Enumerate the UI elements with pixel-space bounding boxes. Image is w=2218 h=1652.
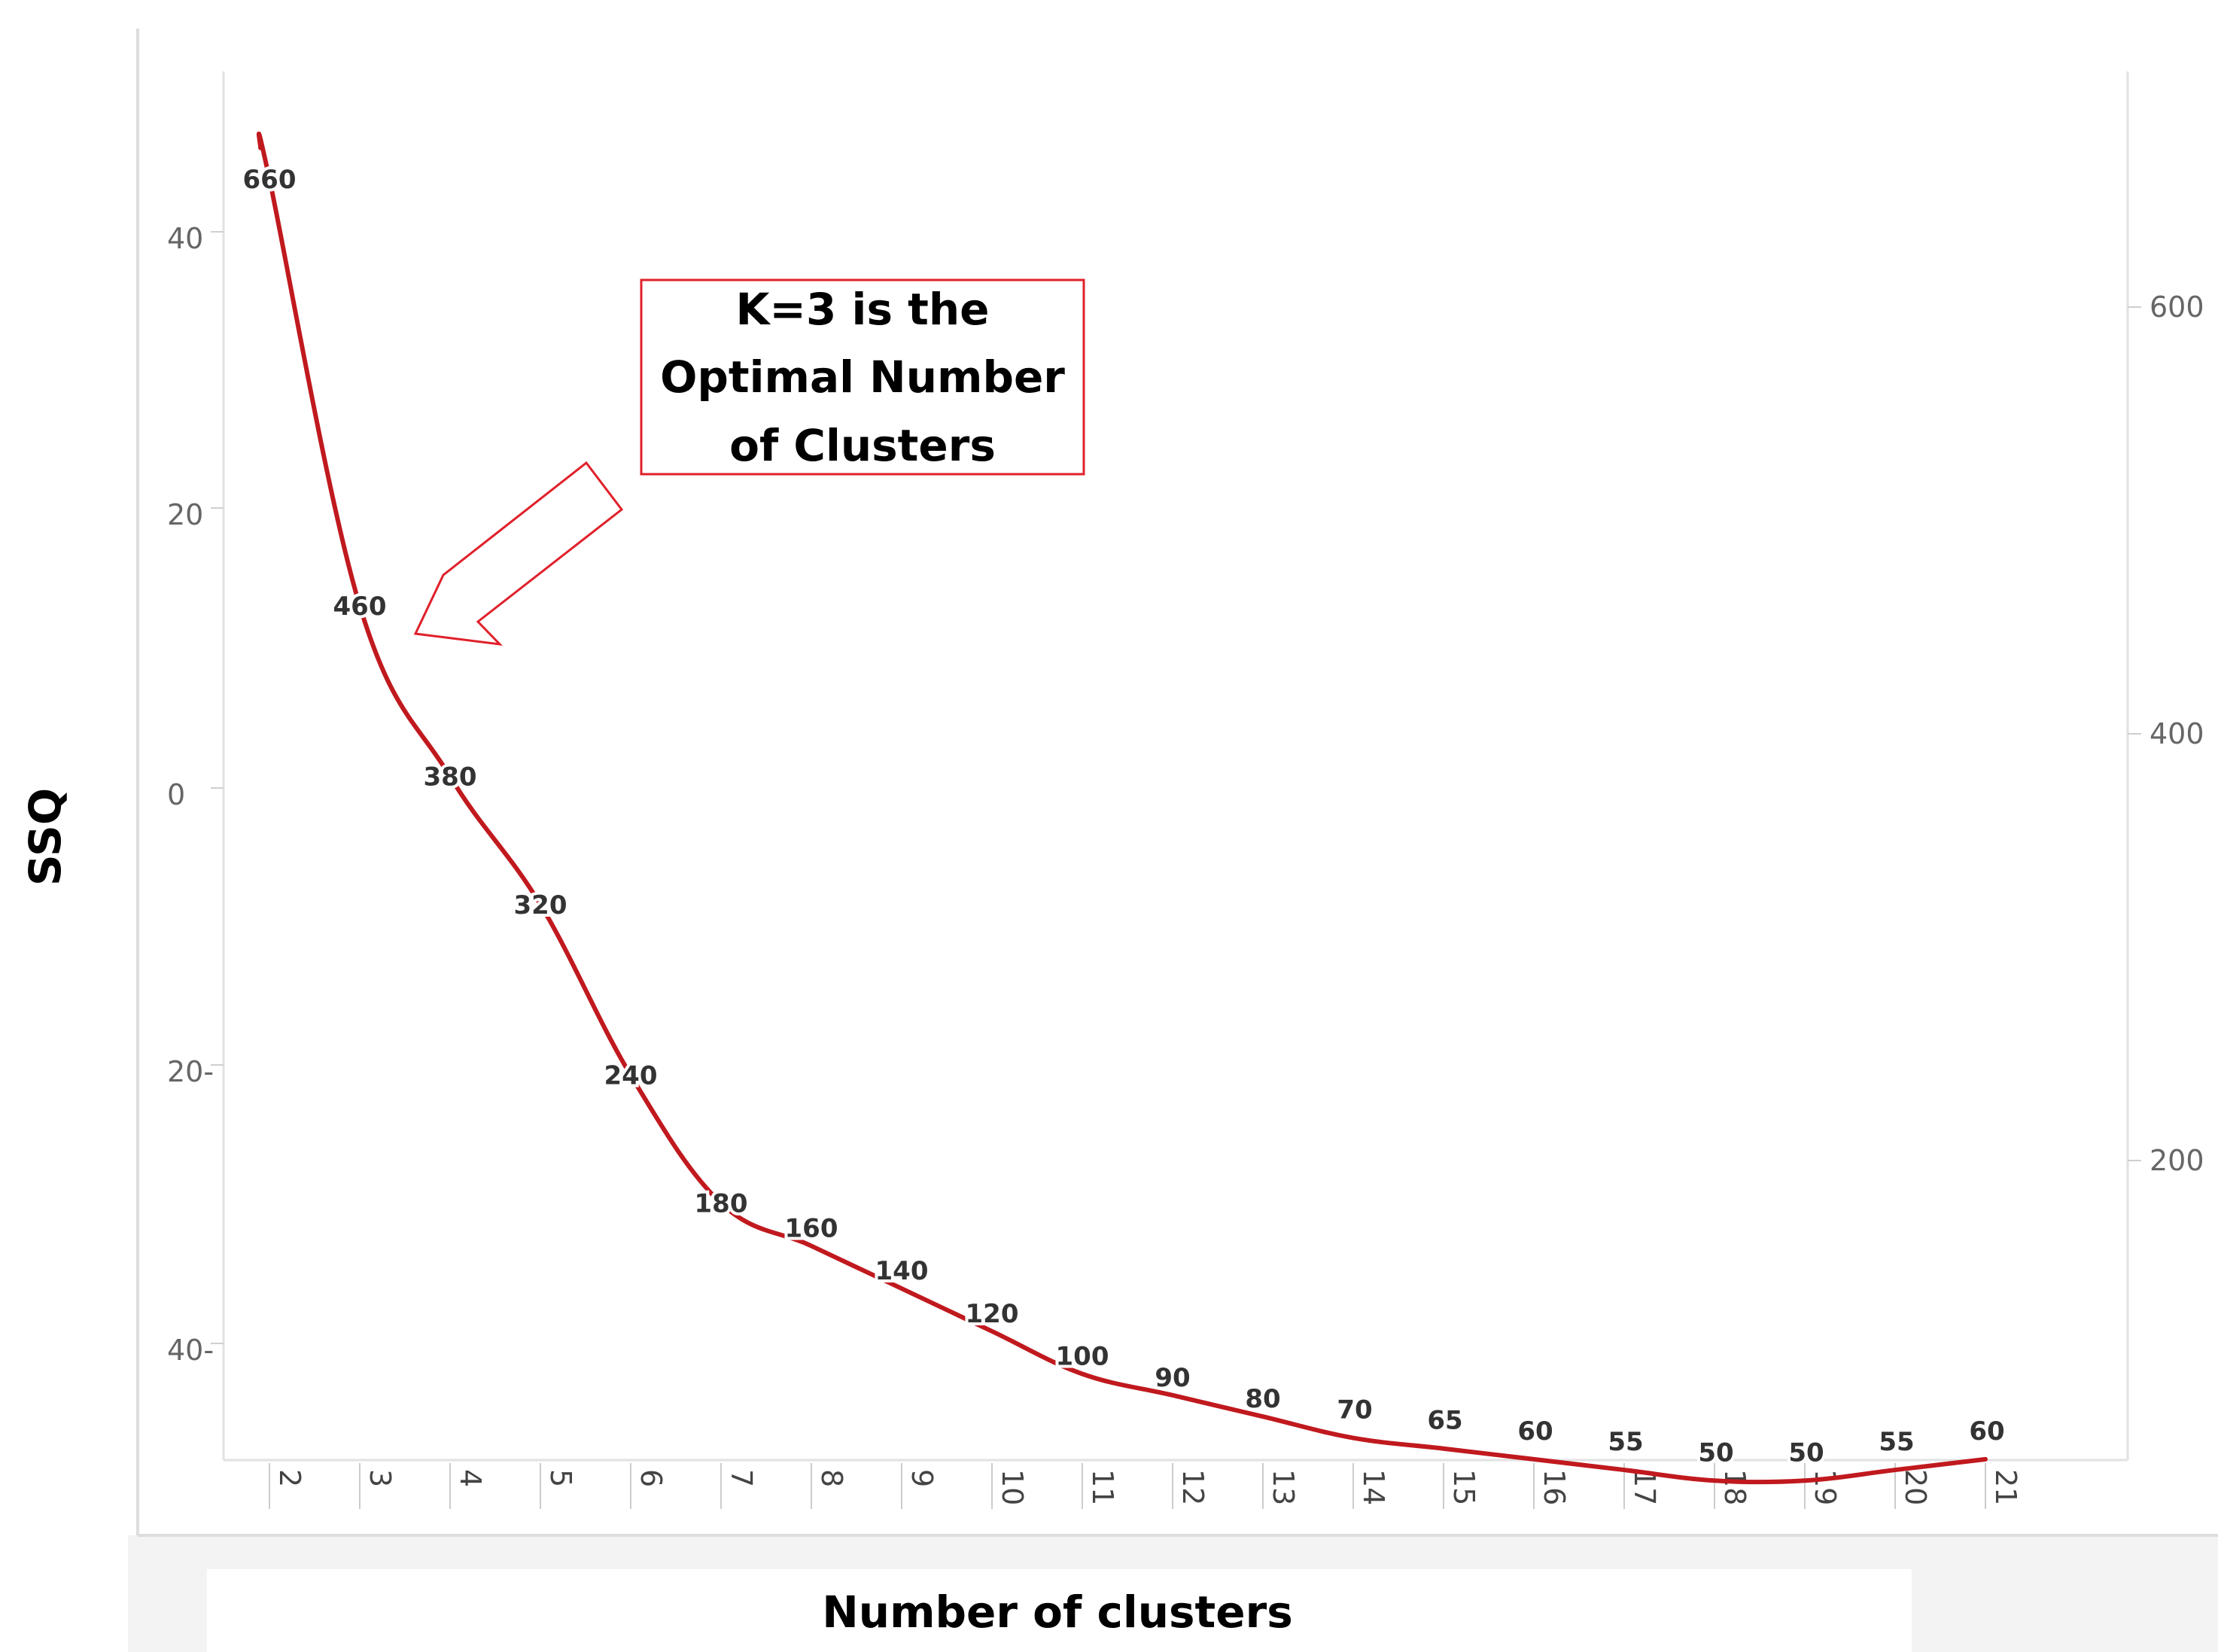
callout-line-3: of Clusters [729, 420, 996, 471]
x-tick-label: 2 [273, 1469, 306, 1487]
x-tick-label: 19 [1809, 1469, 1842, 1505]
x-tick-label: 6 [634, 1469, 668, 1487]
x-tick-label: 4 [454, 1469, 487, 1487]
x-tick-label: 5 [544, 1469, 577, 1487]
data-label: 320 [514, 890, 567, 920]
data-label: 180 [695, 1189, 748, 1219]
plot-frame [128, 29, 2218, 1652]
right-tick-label: 200 [2150, 1144, 2204, 1177]
data-label: 60 [1517, 1416, 1553, 1447]
x-tick-label: 10 [996, 1469, 1029, 1505]
data-label: 60 [1969, 1416, 2004, 1447]
x-tick-label: 13 [1267, 1469, 1300, 1505]
left-tick-label: 20 [167, 498, 203, 531]
x-tick-label: 20 [1899, 1469, 1932, 1505]
data-label: 140 [875, 1256, 929, 1286]
y-axis-title: SSQ [20, 788, 71, 886]
right-tick-label: 600 [2150, 291, 2204, 324]
x-axis-title: Number of clusters [822, 1587, 1292, 1638]
annotation-callout: K=3 is the Optimal Number of Clusters [413, 278, 1085, 647]
callout-line-1: K=3 is the [735, 284, 989, 335]
x-tick-label: 14 [1357, 1469, 1390, 1505]
x-tick-label: 21 [1989, 1469, 2022, 1505]
data-label: 70 [1337, 1395, 1372, 1425]
x-tick-label: 18 [1718, 1469, 1751, 1505]
data-label: 100 [1056, 1342, 1109, 1372]
x-tick-label: 12 [1176, 1469, 1209, 1505]
x-tick-label: 3 [364, 1469, 397, 1487]
data-label: 50 [1698, 1438, 1733, 1468]
data-label: 460 [333, 592, 387, 622]
data-label: 240 [604, 1061, 658, 1091]
data-label: 380 [424, 762, 477, 793]
left-tick-label: 20- [167, 1055, 214, 1088]
data-label: 660 [243, 165, 297, 195]
left-axis-ticks: 40 20 0 20- 40- [167, 222, 224, 1367]
left-tick-label: 0 [167, 778, 185, 811]
callout-arrow [413, 461, 624, 647]
x-axis-ticks: 2 3 4 5 6 7 8 9 10 11 12 13 14 15 16 17 18 19 20 21 [269, 1463, 2022, 1509]
data-label: 50 [1788, 1438, 1824, 1468]
data-label: 55 [1879, 1427, 1914, 1457]
left-tick-label: 40 [167, 222, 203, 255]
x-tick-label: 9 [905, 1469, 939, 1487]
left-tick-label: 40- [167, 1334, 214, 1367]
data-label: 160 [785, 1213, 838, 1243]
data-label: 65 [1427, 1406, 1462, 1436]
x-tick-label: 15 [1447, 1469, 1480, 1505]
x-tick-label: 7 [725, 1469, 758, 1487]
data-label: 120 [966, 1299, 1019, 1329]
series-line-group [256, 131, 1988, 1485]
data-label: 80 [1245, 1384, 1280, 1414]
callout-box [640, 278, 1085, 476]
x-tick-label: 11 [1086, 1469, 1119, 1505]
right-axis-ticks: 200 400 600 [2128, 291, 2204, 1177]
right-tick-label: 400 [2150, 717, 2204, 750]
data-label: 55 [1608, 1427, 1643, 1457]
xlabel-backdrop [207, 1569, 1912, 1652]
series-line [256, 131, 1988, 1485]
callout-line-2: Optimal Number [660, 351, 1065, 403]
x-tick-label: 16 [1538, 1469, 1571, 1505]
data-labels: 660 460 380 320 240 180 160 140 120 100 90 80 70 65 60… [240, 162, 2008, 1471]
x-tick-label: 8 [815, 1469, 848, 1487]
data-label: 90 [1155, 1363, 1190, 1393]
